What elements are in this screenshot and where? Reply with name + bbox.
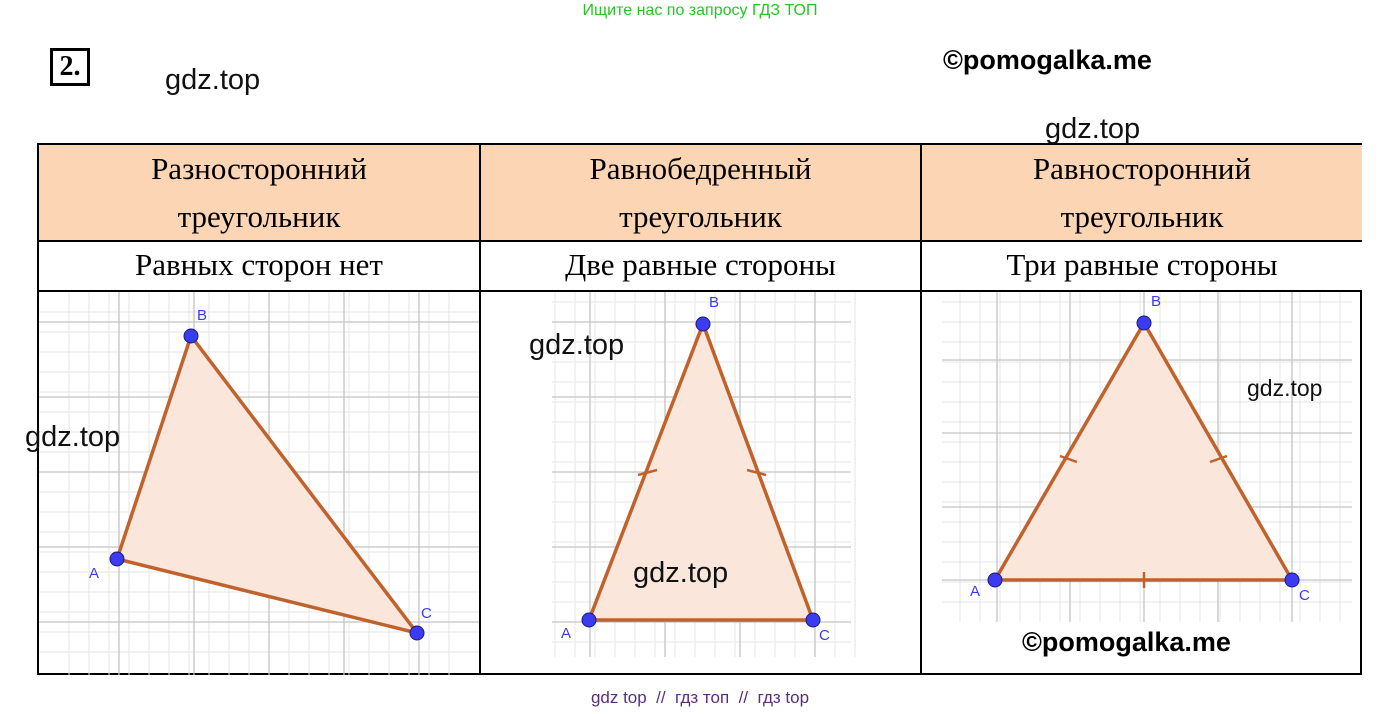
figure-cell-scalene: A B C xyxy=(39,292,481,675)
triangle-types-table: Разносторонний треугольник Равнобедренны… xyxy=(37,143,1362,675)
equal-side-tick xyxy=(1059,454,1078,464)
equal-side-tick xyxy=(637,468,658,477)
header-line-1: Равносторонний xyxy=(1032,151,1252,186)
watermark-gdz: gdz.top xyxy=(529,329,625,361)
watermark-gdz: gdz.top xyxy=(1045,113,1141,145)
vertex-a-point xyxy=(987,572,1003,588)
scalene-triangle-figure: A B C xyxy=(39,292,479,675)
watermark-gdz: gdz.top xyxy=(1247,375,1323,401)
vertex-b-point xyxy=(695,316,711,332)
vertex-b-label: B xyxy=(709,294,719,311)
footer-watermark: gdz top // гдз топ // гдз top xyxy=(590,688,810,707)
header-line-2: треугольник xyxy=(1060,199,1224,234)
watermark-gdz: gdz.top xyxy=(633,557,729,589)
vertex-a-label: A xyxy=(561,625,571,642)
equal-side-tick xyxy=(1209,454,1228,464)
equilateral-triangle-figure: A B C xyxy=(942,292,1352,622)
vertex-c-point xyxy=(805,612,821,628)
figure-cell-equilateral: A B C xyxy=(922,292,1362,675)
vertex-b-label: B xyxy=(197,307,207,324)
header-isosceles: Равнобедренный треугольник xyxy=(481,145,922,242)
equal-side-tick xyxy=(746,468,767,477)
vertex-c-point xyxy=(409,625,425,641)
vertex-c-label: C xyxy=(819,627,830,644)
vertex-a-point xyxy=(581,612,597,628)
watermark-gdz: gdz.top xyxy=(25,421,121,453)
header-line-2: треугольник xyxy=(619,199,782,234)
isosceles-triangle-figure: A B C xyxy=(552,292,856,657)
copyright-watermark: ©pomogalka.me xyxy=(943,45,1152,75)
triangle-shape xyxy=(114,332,422,636)
vertex-b-point xyxy=(183,328,199,344)
property-isosceles: Две равные стороны xyxy=(481,242,922,292)
top-banner: Ищите нас по запросу ГДЗ ТОП xyxy=(582,2,818,19)
vertex-b-label: B xyxy=(1151,293,1161,310)
copyright-watermark: ©pomogalka.me xyxy=(1022,627,1231,657)
vertex-b-point xyxy=(1136,315,1152,331)
property-equilateral: Три равные стороны xyxy=(922,242,1362,292)
header-line-2: треугольник xyxy=(177,199,341,234)
header-scalene: Разносторонний треугольник xyxy=(39,145,481,242)
vertex-c-label: C xyxy=(421,605,432,622)
header-line-1: Равнобедренный xyxy=(589,151,812,186)
vertex-a-label: A xyxy=(89,565,99,582)
vertex-a-label: A xyxy=(970,583,980,600)
vertex-a-point xyxy=(109,551,125,567)
header-equilateral: Равносторонний треугольник xyxy=(922,145,1362,242)
vertex-c-label: C xyxy=(1299,587,1310,604)
watermark-gdz: gdz.top xyxy=(165,64,261,96)
property-scalene: Равных сторон нет xyxy=(39,242,481,292)
header-line-1: Разносторонний xyxy=(151,151,367,186)
task-number: 2. xyxy=(50,48,90,86)
vertex-c-point xyxy=(1284,572,1300,588)
figure-cell-isosceles: A B C xyxy=(481,292,922,675)
